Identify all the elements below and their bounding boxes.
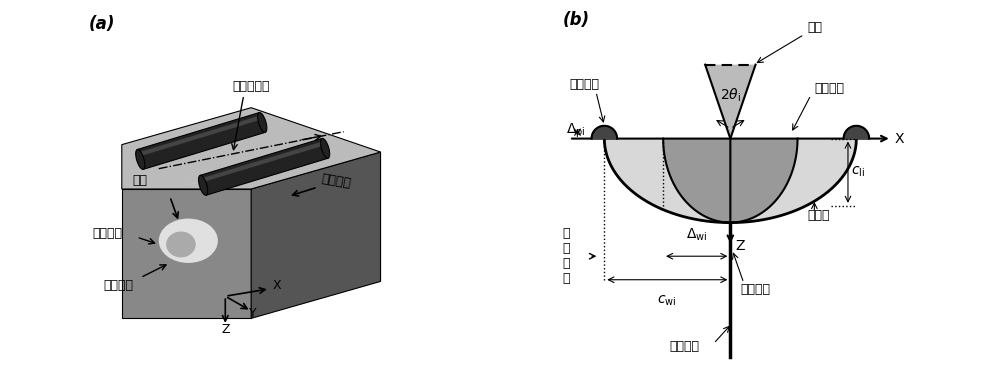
Text: 被
测
位
置: 被 测 位 置 — [562, 227, 570, 285]
Text: Y: Y — [249, 307, 257, 319]
Text: 中位裂纹: 中位裂纹 — [103, 279, 133, 291]
Text: 塑性区域: 塑性区域 — [814, 82, 844, 94]
Text: 划痕中心线: 划痕中心线 — [232, 80, 270, 93]
Text: 磨粒: 磨粒 — [133, 174, 148, 187]
Ellipse shape — [321, 138, 330, 158]
Text: Z: Z — [221, 323, 230, 336]
Text: 横向裂纹: 横向裂纹 — [740, 284, 770, 296]
Polygon shape — [705, 65, 756, 139]
Polygon shape — [177, 148, 325, 181]
Text: (b): (b) — [562, 11, 589, 29]
Text: 中位裂纹: 中位裂纹 — [670, 341, 700, 353]
Text: Z: Z — [735, 239, 745, 253]
Text: 横向裂纹: 横向裂纹 — [92, 227, 122, 240]
Polygon shape — [137, 113, 265, 169]
Polygon shape — [122, 108, 381, 189]
Polygon shape — [122, 189, 251, 318]
Polygon shape — [663, 139, 798, 223]
Text: $c_{\rm wi}$: $c_{\rm wi}$ — [657, 293, 676, 308]
Text: 材料堆积: 材料堆积 — [569, 78, 599, 91]
Text: 磨粒: 磨粒 — [808, 21, 823, 34]
Text: 源圆弧: 源圆弧 — [808, 209, 830, 222]
Text: (a): (a) — [89, 15, 115, 33]
Text: 划划方向: 划划方向 — [320, 173, 352, 191]
Polygon shape — [138, 116, 261, 156]
Ellipse shape — [166, 231, 196, 257]
Polygon shape — [251, 152, 381, 318]
Ellipse shape — [159, 218, 218, 263]
Ellipse shape — [199, 175, 208, 195]
Polygon shape — [201, 141, 324, 182]
Text: $\Delta_{\rm wi}$: $\Delta_{\rm wi}$ — [686, 226, 707, 243]
Text: X: X — [895, 132, 905, 146]
Text: $c_{\rm li}$: $c_{\rm li}$ — [851, 165, 865, 180]
Text: $2\theta_{\rm i}$: $2\theta_{\rm i}$ — [720, 86, 741, 104]
Ellipse shape — [258, 113, 267, 132]
Polygon shape — [185, 160, 299, 185]
Polygon shape — [604, 139, 856, 223]
Polygon shape — [592, 126, 617, 139]
Polygon shape — [200, 138, 328, 195]
Text: X: X — [273, 279, 281, 292]
Polygon shape — [844, 126, 869, 139]
Ellipse shape — [136, 149, 145, 169]
Text: $\Delta_{\rm pi}$: $\Delta_{\rm pi}$ — [566, 122, 585, 140]
